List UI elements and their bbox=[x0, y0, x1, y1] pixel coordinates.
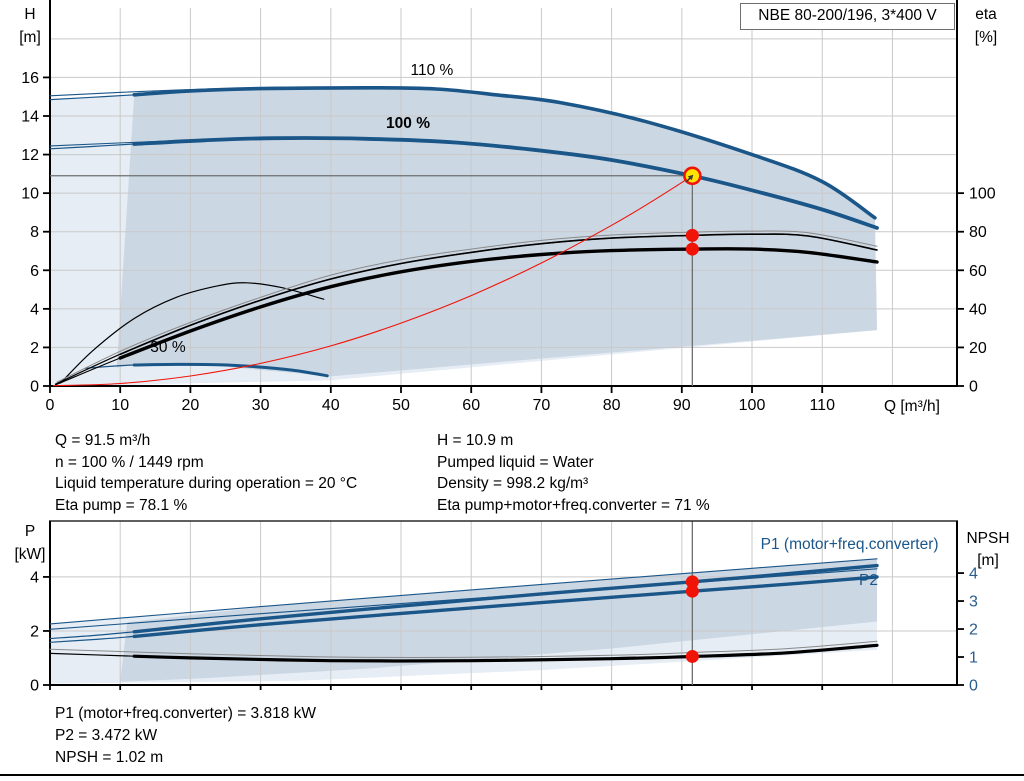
y-left-tick-label: 14 bbox=[21, 109, 39, 126]
y-right-tick-label: 0 bbox=[969, 379, 978, 396]
p2-point bbox=[685, 584, 699, 598]
y-right-tick-label: 20 bbox=[969, 340, 987, 357]
p-axis-title: P [kW] bbox=[6, 520, 54, 566]
eta-pump-point bbox=[685, 228, 699, 242]
info-pumped-liquid: Pumped liquid = Water bbox=[437, 453, 594, 471]
y-left-tick-label: 0 bbox=[30, 678, 39, 695]
info-q: Q = 91.5 m³/h bbox=[55, 432, 151, 449]
eta-arc-reduced-speed bbox=[59, 282, 325, 384]
info-p2: P2 = 3.472 kW bbox=[55, 727, 158, 744]
y-right-tick-label: 60 bbox=[969, 263, 987, 280]
h-axis-title-line2: [m] bbox=[19, 29, 41, 46]
info-density: Density = 998.2 kg/m³ bbox=[437, 475, 589, 492]
info-eta-pump: Eta pump = 78.1 % bbox=[55, 496, 188, 514]
info-npsh: NPSH = 1.02 m bbox=[55, 749, 164, 766]
eta-axis-title-line2: [%] bbox=[974, 29, 998, 46]
bottom-divider bbox=[0, 774, 1024, 776]
curve-label: P2 bbox=[859, 572, 878, 589]
x-tick-label: 100 bbox=[739, 397, 766, 414]
pump-title-box: NBE 80-200/196, 3*400 V bbox=[740, 3, 955, 30]
y-right-tick-label: 3 bbox=[969, 594, 978, 611]
y-right-tick-label: 1 bbox=[969, 650, 978, 667]
x-tick-label: 80 bbox=[603, 397, 621, 414]
curve-label: 30 % bbox=[150, 339, 186, 356]
npsh-tolerance bbox=[49, 640, 878, 658]
y-left-tick-label: 12 bbox=[21, 147, 39, 164]
q-axis-title: Q [m³/h] bbox=[884, 398, 940, 415]
x-tick-label: 40 bbox=[322, 397, 340, 414]
info-liquid-temp: Liquid temperature during operation = 20… bbox=[55, 475, 358, 492]
y-left-tick-label: 6 bbox=[30, 263, 39, 280]
info-head: H = 10.9 m bbox=[437, 432, 514, 449]
h-axis-title: H [m] bbox=[10, 3, 50, 49]
npsh-axis-title: NPSH [m] bbox=[956, 528, 1020, 572]
y-left-tick-label: 10 bbox=[21, 186, 39, 203]
eta-total-curve-thick bbox=[118, 247, 879, 360]
y-right-tick-label: 80 bbox=[969, 224, 987, 241]
curve-label: 110 % bbox=[410, 62, 453, 79]
p1-curve-thick bbox=[132, 563, 879, 634]
y-left-tick-label: 2 bbox=[30, 340, 39, 357]
p1-point bbox=[685, 575, 699, 589]
npsh-curve-thick bbox=[132, 643, 879, 663]
duty-info-left: Q = 91.5 m³/h n = 100 % / 1449 rpm Liqui… bbox=[55, 430, 357, 516]
y-left-tick-label: 16 bbox=[21, 70, 39, 87]
x-tick-label: 90 bbox=[673, 397, 691, 414]
duty-arrow-head bbox=[687, 174, 694, 181]
y-right-tick-label: 0 bbox=[969, 678, 978, 695]
npsh-axis-title-line2: [m] bbox=[977, 552, 999, 569]
speed-100-curve-thick bbox=[132, 136, 879, 230]
eta-axis-title-line1: eta bbox=[975, 6, 997, 23]
h-axis-title-line1: H bbox=[24, 6, 36, 23]
npsh-point bbox=[685, 649, 699, 663]
y-right-tick-label: 2 bbox=[969, 622, 978, 639]
eta-pump-curve-thick bbox=[119, 233, 878, 355]
x-tick-label: 20 bbox=[182, 397, 200, 414]
p-axis-title-line1: P bbox=[24, 523, 36, 540]
duty-info-right: H = 10.9 m Pumped liquid = Water Density… bbox=[437, 430, 710, 516]
x-tick-label: 60 bbox=[462, 397, 480, 414]
p-axis-title-line2: [kW] bbox=[14, 546, 46, 563]
y-left-tick-label: 4 bbox=[30, 569, 39, 586]
y-left-tick-label: 0 bbox=[30, 379, 39, 396]
power-info: P1 (motor+freq.converter) = 3.818 kW P2 … bbox=[55, 703, 316, 769]
y-right-tick-label: 100 bbox=[969, 186, 996, 203]
y-right-tick-label: 40 bbox=[969, 301, 987, 318]
y-left-tick-label: 4 bbox=[30, 301, 39, 318]
info-p1: P1 (motor+freq.converter) = 3.818 kW bbox=[55, 705, 317, 722]
x-tick-label: 30 bbox=[252, 397, 270, 414]
info-speed: n = 100 % / 1449 rpm bbox=[55, 453, 204, 471]
x-tick-label: 50 bbox=[392, 397, 410, 414]
eta-total-point bbox=[685, 242, 699, 256]
eta-tolerance bbox=[56, 230, 878, 383]
x-tick-label: 10 bbox=[111, 397, 129, 414]
npsh-axis-title-line1: NPSH bbox=[966, 530, 1010, 547]
curve-label: P1 (motor+freq.converter) bbox=[761, 536, 939, 553]
x-tick-label: 70 bbox=[533, 397, 551, 414]
y-right-tick-label: 4 bbox=[969, 566, 978, 583]
p1-110-tolerance bbox=[49, 558, 878, 625]
y-left-tick-label: 2 bbox=[30, 623, 39, 640]
p2-curve-thick bbox=[132, 575, 879, 639]
x-tick-label: 110 bbox=[809, 397, 835, 414]
curve-label: 100 % bbox=[386, 115, 430, 132]
eta-axis-title: eta [%] bbox=[962, 3, 1010, 49]
info-eta-total: Eta pump+motor+freq.converter = 71 % bbox=[437, 496, 710, 514]
x-tick-label: 0 bbox=[46, 397, 55, 414]
speed-30-curve-thick bbox=[132, 362, 329, 378]
speed-110-curve-thick bbox=[132, 86, 877, 220]
y-left-tick-label: 8 bbox=[30, 224, 39, 241]
system-curve bbox=[52, 175, 693, 387]
